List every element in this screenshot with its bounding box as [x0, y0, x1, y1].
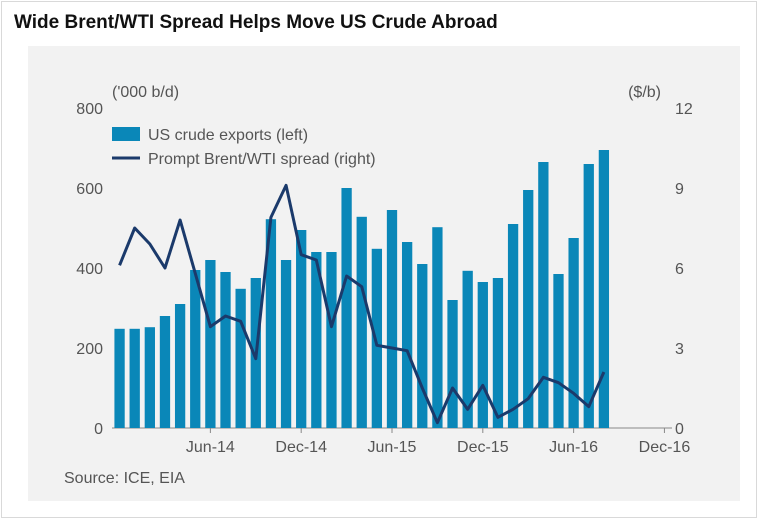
right-axis-unit: ($/b) [628, 84, 661, 101]
bar-exports [144, 327, 155, 428]
bar-exports [583, 164, 594, 428]
bar-exports [326, 252, 337, 428]
bar-exports [220, 272, 231, 428]
bar-exports [280, 260, 292, 428]
right-tick-label: 12 [675, 101, 693, 118]
line-spread [118, 183, 606, 425]
left-tick-label: 600 [76, 181, 103, 198]
bar-exports [447, 300, 458, 428]
bar-exports [371, 248, 383, 428]
bar-exports [205, 260, 216, 428]
legend-label-exports: US crude exports (left) [148, 127, 308, 144]
left-tick-label: 0 [94, 421, 103, 438]
bar-exports [235, 288, 246, 428]
bar-exports [356, 216, 367, 428]
x-tick-label: Dec-14 [275, 439, 327, 456]
left-tick-label: 800 [76, 101, 103, 118]
bar-exports [492, 278, 504, 428]
x-tick-label: Dec-15 [457, 439, 509, 456]
source-note: Source: ICE, EIA [64, 470, 185, 487]
x-tick-label: Jun-16 [549, 439, 598, 456]
legend-swatch-exports [112, 127, 140, 141]
x-tick-label: Jun-14 [186, 439, 235, 456]
right-tick-label: 9 [675, 181, 684, 198]
bar-exports [296, 230, 307, 428]
bar-exports [401, 242, 413, 428]
left-axis-unit: ('000 b/d) [112, 84, 179, 101]
right-tick-label: 0 [675, 421, 684, 438]
bar-exports [538, 162, 549, 428]
bar-exports [417, 264, 428, 428]
left-tick-label: 400 [76, 261, 103, 278]
bar-exports [477, 282, 488, 428]
bar-exports [523, 190, 534, 428]
x-tick-label: Jun-15 [368, 439, 417, 456]
bar-exports [432, 227, 443, 428]
bar-exports [174, 304, 186, 428]
bar-exports [341, 188, 352, 428]
bar-exports [114, 328, 125, 428]
bar-exports [568, 238, 579, 428]
right-tick-label: 3 [675, 341, 684, 358]
bar-exports [553, 274, 564, 428]
right-tick-label: 6 [675, 261, 684, 278]
left-tick-label: 200 [76, 341, 103, 358]
bar-exports [159, 316, 171, 428]
legend-label-spread: Prompt Brent/WTI spread (right) [148, 151, 376, 168]
bar-exports [265, 219, 277, 428]
chart-title: Wide Brent/WTI Spread Helps Move US Crud… [14, 12, 498, 33]
bar-exports [129, 328, 140, 428]
bar-exports [311, 252, 322, 428]
bar-exports [598, 150, 610, 428]
bar-exports [386, 210, 398, 428]
bar-exports [507, 224, 519, 428]
bar-exports [190, 270, 201, 428]
bar-exports [462, 270, 473, 428]
x-tick-label: Dec-16 [639, 439, 691, 456]
